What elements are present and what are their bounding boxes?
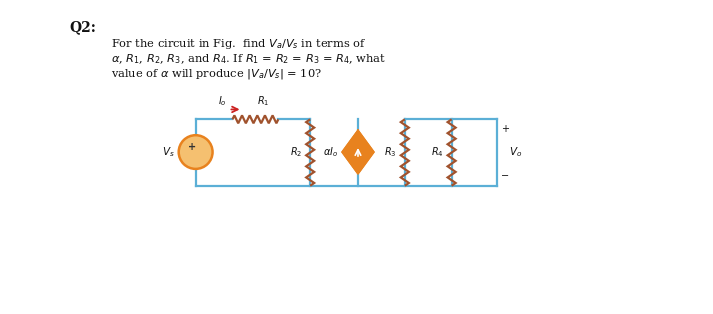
Text: Q2:: Q2: bbox=[69, 20, 96, 34]
Circle shape bbox=[179, 135, 212, 169]
Text: $R_4$: $R_4$ bbox=[431, 145, 443, 159]
Text: $I_o$: $I_o$ bbox=[217, 95, 227, 108]
Text: $R_3$: $R_3$ bbox=[384, 145, 397, 159]
Text: $\alpha I_o$: $\alpha I_o$ bbox=[323, 145, 338, 159]
Text: +: + bbox=[501, 124, 509, 134]
Text: $\alpha$, $R_1$, $R_2$, $R_3$, and $R_4$. If $R_1$ = $R_2$ = $R_3$ = $R_4$, what: $\alpha$, $R_1$, $R_2$, $R_3$, and $R_4$… bbox=[111, 52, 386, 66]
Text: $V_o$: $V_o$ bbox=[509, 145, 523, 159]
Text: +: + bbox=[188, 142, 195, 152]
Text: −: − bbox=[501, 171, 510, 181]
Polygon shape bbox=[342, 130, 374, 174]
Text: value of $\alpha$ will produce $|V_a/V_s|$ = 10?: value of $\alpha$ will produce $|V_a/V_s… bbox=[111, 67, 322, 81]
Text: $V_s$: $V_s$ bbox=[162, 145, 175, 159]
Text: For the circuit in Fig.  find $V_a/V_s$ in terms of: For the circuit in Fig. find $V_a/V_s$ i… bbox=[111, 37, 366, 51]
Text: $R_1$: $R_1$ bbox=[257, 95, 270, 108]
Text: $R_2$: $R_2$ bbox=[290, 145, 302, 159]
